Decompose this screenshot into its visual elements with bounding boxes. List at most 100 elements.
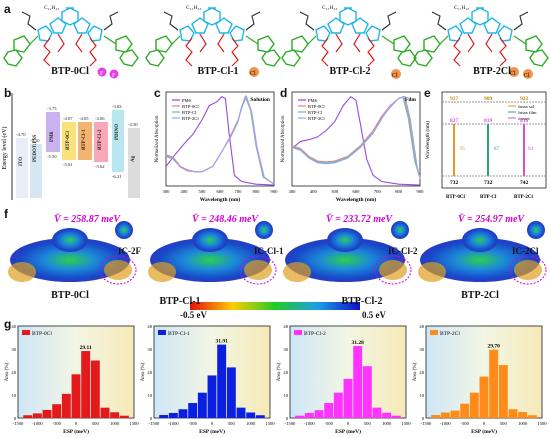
histogram-bar — [52, 404, 62, 418]
svg-text:87: 87 — [494, 147, 500, 152]
pm6-bar — [46, 112, 60, 152]
xlabel: ESP (meV) — [199, 428, 225, 435]
xtick: 400 — [181, 189, 189, 194]
pdino-bar — [112, 110, 124, 172]
svg-text:-3.75: -3.75 — [47, 106, 57, 111]
xtick: 300 — [163, 189, 171, 194]
svg-text:BTP-2Cl: BTP-2Cl — [514, 195, 534, 200]
xtick: -1000 — [440, 421, 451, 426]
fragment-label-0: IC-2F — [118, 246, 141, 256]
xtick: 600 — [353, 189, 361, 194]
histogram-bar — [159, 415, 169, 418]
ytick: 40 — [11, 324, 16, 329]
btp0cl-bar — [62, 122, 76, 160]
histogram-bar — [518, 412, 528, 418]
histogram-bar — [333, 392, 343, 418]
esp-surfaces — [8, 221, 547, 310]
fragment-0 — [115, 221, 133, 239]
svg-text:F: F — [112, 73, 116, 79]
xtick: 400 — [310, 189, 318, 194]
ytick: 10 — [283, 393, 288, 398]
histogram-bar — [71, 374, 81, 418]
ytick: 10 — [147, 393, 152, 398]
fragment-3 — [527, 221, 545, 239]
esp-molecule-3 — [418, 228, 547, 285]
svg-text:F: F — [100, 71, 104, 77]
ytick: 10 — [419, 393, 424, 398]
molecule-btp-2cl: Cl Cl — [413, 7, 549, 79]
esp-value-1: V̄ = 248.46 meV — [192, 214, 259, 225]
btpcl1-bar — [78, 122, 92, 160]
histogram-bar — [372, 407, 382, 418]
svg-text:ITO: ITO — [19, 157, 24, 166]
ytick: 20 — [147, 370, 152, 375]
molecule-btp-cl-2: Cl — [281, 7, 417, 79]
ylabel: Area (%) — [277, 362, 282, 381]
legend-3: BTP-2Cl — [308, 116, 325, 121]
xlabel: ESP (meV) — [63, 428, 89, 435]
fragment-1 — [255, 221, 273, 239]
legend-label: BTP-0Cl — [32, 331, 52, 337]
xtick: 1500 — [537, 421, 547, 426]
histogram-bar — [100, 407, 110, 418]
svg-text:BTP-Cl-1: BTP-Cl-1 — [82, 129, 87, 150]
ytick: 30 — [283, 347, 288, 352]
legend-label: BTP-Cl-2 — [304, 331, 326, 337]
svg-text:836: 836 — [520, 118, 529, 124]
esp-molecule-2 — [283, 228, 412, 285]
ylabel: Normalized Absorption — [281, 115, 286, 163]
histogram-bar — [246, 412, 256, 418]
histogram-bar — [23, 415, 33, 418]
histogram-bar — [178, 409, 188, 418]
xlabel: ESP (meV) — [335, 428, 361, 435]
xtick: 700 — [374, 189, 382, 194]
histogram-bar — [32, 413, 42, 418]
esp-name-0: BTP-0Cl — [51, 290, 89, 301]
svg-text:-3.63: -3.63 — [112, 104, 122, 109]
histogram-bar — [197, 392, 207, 418]
xtick: 900 — [271, 189, 278, 194]
histogram-bar — [61, 393, 71, 418]
svg-text:BTP-0Cl: BTP-0Cl — [66, 131, 71, 151]
histogram-bar — [469, 392, 479, 418]
panel-label-b: b — [4, 86, 12, 100]
svg-text:-4.06: -4.06 — [95, 116, 105, 121]
svg-text:-5.62: -5.62 — [95, 164, 105, 169]
ytick: 20 — [419, 370, 424, 375]
esp-value-0: V̄ = 258.87 meV — [54, 214, 121, 225]
histogram-bar — [324, 403, 334, 418]
svg-text:-4.07: -4.07 — [63, 116, 73, 121]
xtick: 1000 — [246, 421, 256, 426]
svg-text:95: 95 — [460, 147, 466, 152]
legend-swatch — [430, 330, 438, 335]
xtick: 1000 — [518, 421, 528, 426]
xtick: 1000 — [382, 421, 392, 426]
svg-text:BTP-Cl-2: BTP-Cl-2 — [98, 129, 103, 150]
svg-text:-5.50: -5.50 — [47, 154, 57, 159]
ytick: 0 — [422, 416, 425, 421]
svg-text:917: 917 — [450, 96, 459, 102]
series-line-btp-cl — [291, 95, 421, 178]
histogram-bar — [382, 412, 392, 418]
svg-text:PM6: PM6 — [50, 131, 55, 142]
chart-annotation: Film — [405, 97, 416, 103]
fragment-label-3: IC-2Cl — [512, 246, 539, 256]
fragment-label-2: IC-Cl-2 — [388, 246, 418, 256]
svg-text:BTP-0Cl: BTP-0Cl — [446, 195, 466, 200]
esp-name-2: BTP-Cl-2 — [341, 296, 383, 307]
legend-3: BTP-2Cl — [182, 116, 199, 121]
wavelength-bar-chart: Wavelength (nm) λmax sol λmax film λonse… — [424, 91, 547, 200]
histogram-bar — [479, 376, 489, 418]
xtick: 500 — [228, 421, 236, 426]
ytick: 0 — [150, 416, 153, 421]
legend-sol: λmax sol — [518, 104, 535, 109]
histogram-bar — [391, 415, 401, 418]
xtick: 700 — [235, 189, 243, 194]
svg-text:PEDOT:PSS: PEDOT:PSS — [33, 135, 38, 162]
legend-0: PM6 — [308, 98, 318, 103]
svg-text:827: 827 — [450, 118, 459, 124]
svg-text:Wavelength (nm): Wavelength (nm) — [424, 121, 431, 159]
